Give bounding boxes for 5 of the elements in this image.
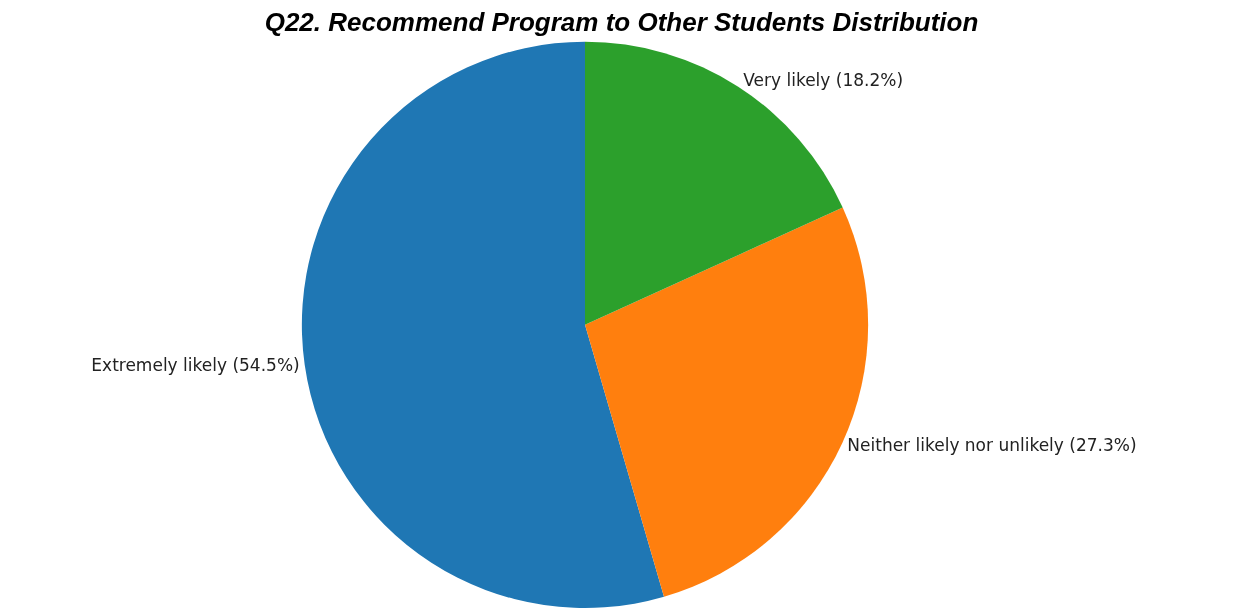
chart-title: Q22. Recommend Program to Other Students Distribution: [264, 7, 979, 38]
slice-label: Neither likely nor unlikely (27.3%): [847, 434, 1137, 455]
slice-label: Very likely (18.2%): [743, 69, 904, 90]
pie-slice: [302, 41, 664, 608]
slice-label: Extremely likely (54.5%): [91, 354, 300, 375]
